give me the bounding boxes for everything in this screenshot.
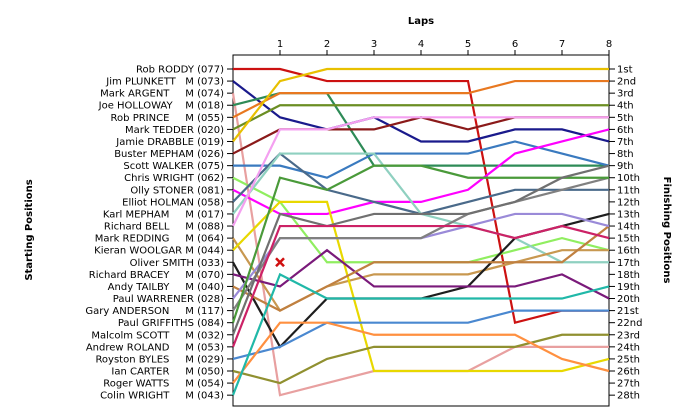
series-layer — [231, 67, 610, 397]
start-label: Elliot HOLMAN (058) — [122, 197, 224, 208]
finish-label: 1st — [617, 65, 633, 76]
start-label: Roger WATTS M (054) — [103, 379, 224, 390]
finish-label: 8th — [617, 149, 634, 160]
start-label: Buster MEPHAM (026) — [114, 149, 224, 160]
finish-label: 17th — [617, 258, 640, 269]
finish-label: 10th — [617, 173, 640, 184]
finish-label: 12th — [617, 197, 640, 208]
start-label: Paul GRIFFITHS (084) — [118, 318, 224, 329]
start-label: Royston BYLES M (029) — [95, 354, 224, 365]
x-tick-label: 8 — [606, 39, 612, 50]
x-axis: 1 2 3 4 5 6 7 8 — [277, 39, 612, 55]
start-label: Scott WALKER (075) — [123, 161, 224, 172]
finish-label: 2nd — [617, 77, 636, 88]
start-label: Andy TAILBY M (040) — [108, 282, 224, 293]
x-tick-label: 7 — [559, 39, 565, 50]
start-label: Mark TEDDER (020) — [125, 125, 224, 136]
x-tick-label: 4 — [418, 39, 424, 50]
series-line-7 — [232, 67, 609, 143]
finish-label: 24th — [617, 342, 640, 353]
start-label: Richard BRACEY M (070) — [89, 270, 224, 281]
start-label: Mark REDDING M (064) — [95, 234, 224, 245]
series-line-25 — [232, 309, 609, 360]
x-tick-label: 5 — [465, 39, 471, 50]
chart-title: Laps — [408, 16, 434, 27]
finish-label: 18th — [617, 270, 640, 281]
series-line-24 — [231, 224, 610, 348]
start-label: Andrew ROLAND M (053) — [86, 342, 224, 353]
right-axis-title: Finishing Positions — [661, 177, 672, 284]
finish-label: 11th — [617, 185, 640, 196]
finish-label: 21st — [617, 306, 639, 317]
finish-label: 22nd — [617, 318, 642, 329]
start-label: Kieran WOOLGAR M (044) — [94, 246, 224, 257]
start-label: Mark ARGENT M (074) — [100, 89, 224, 100]
start-label: Ian CARTER M (050) — [111, 367, 224, 378]
series-line-5 — [232, 79, 609, 119]
finish-label: 6th — [617, 125, 634, 136]
finish-label: 25th — [617, 354, 640, 365]
finish-label: 19th — [617, 282, 640, 293]
series-line-6 — [232, 104, 609, 131]
series-line-14 — [232, 116, 609, 227]
finish-label: 13th — [617, 209, 640, 220]
start-label: Jamie DRABBLE (019) — [115, 137, 224, 148]
finish-label: 15th — [617, 234, 640, 245]
finish-label: 23rd — [617, 330, 640, 341]
start-label: Jim PLUNKETT M (073) — [105, 77, 224, 88]
finish-label: 3rd — [617, 89, 634, 100]
finish-label: 14th — [617, 222, 640, 233]
series-line-27 — [232, 321, 610, 384]
finish-label: 20th — [617, 294, 640, 305]
start-label: Gary ANDERSON M (117) — [85, 306, 224, 317]
finish-label: 16th — [617, 246, 640, 257]
start-label: Richard BELL M (088) — [104, 222, 224, 233]
x-tick-label: 1 — [277, 39, 283, 50]
series-line-18 — [232, 248, 610, 300]
series-line-11 — [232, 128, 610, 216]
series-line-22 — [231, 164, 609, 324]
series-line-2 — [232, 80, 610, 143]
finish-label: 26th — [617, 367, 640, 378]
y-axis: Rob RODDY (077) 1st Jim PLUNKETT M (073) 2n… — [85, 65, 642, 402]
finish-label: 27th — [617, 379, 640, 390]
x-tick-label: 6 — [512, 39, 518, 50]
finish-label: 7th — [617, 137, 634, 148]
series-line-19 — [232, 225, 610, 312]
start-label: Oliver SMITH (033) — [130, 258, 225, 269]
left-axis-title: Starting Positions — [24, 179, 35, 280]
event-marker — [275, 257, 285, 268]
series-line-9 — [233, 140, 610, 179]
finish-label: 9th — [617, 161, 634, 172]
finish-label: 4th — [617, 101, 634, 112]
series-line-26 — [232, 333, 609, 385]
x-tick-label: 2 — [324, 39, 330, 50]
x-tick-label: 3 — [371, 39, 377, 50]
start-label: Malcolm SCOTT M (032) — [91, 330, 224, 341]
finish-label: 28th — [617, 391, 640, 402]
series-line-28 — [231, 272, 610, 396]
finish-label: 5th — [617, 113, 634, 124]
start-label: Olly STONER (081) — [130, 185, 224, 196]
series-line-1 — [233, 67, 609, 325]
start-label: Rob RODDY (077) — [136, 65, 224, 76]
series-line-21 — [232, 176, 610, 312]
start-label: Rob PRINCE M (055) — [111, 113, 225, 124]
start-label: Colin WRIGHT M (043) — [100, 391, 224, 402]
start-label: Karl MEPHAM M (017) — [103, 209, 224, 220]
series-line-16 — [232, 200, 610, 373]
marker-layer — [275, 257, 285, 268]
start-label: Joe HOLLOWAY M (018) — [98, 101, 224, 112]
start-label: Paul WARRENER (028) — [113, 294, 224, 305]
series-line-23 — [231, 164, 610, 336]
start-label: Chris WRIGHT (062) — [124, 173, 224, 184]
